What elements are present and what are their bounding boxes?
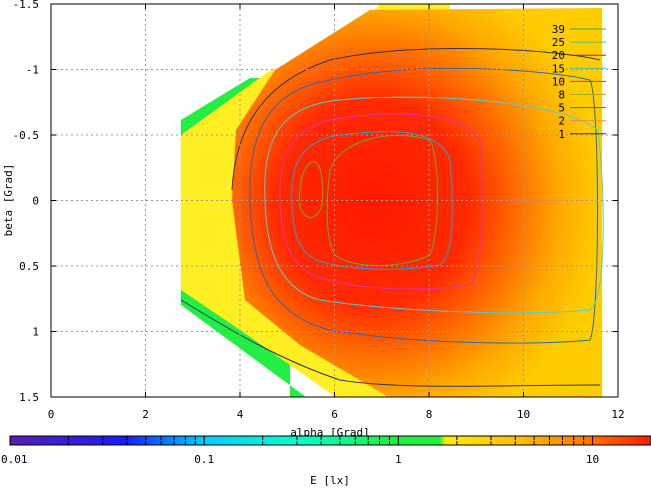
x-tick-label: 0 <box>48 408 55 421</box>
x-tick-label: 12 <box>611 408 624 421</box>
contour-1-lower <box>180 299 601 387</box>
x-tick-label: 8 <box>426 408 433 421</box>
y-tick-label: -1 <box>26 64 39 77</box>
x-tick-label: 2 <box>142 408 149 421</box>
legend-label: 15 <box>552 62 565 75</box>
contour-10 <box>279 113 483 290</box>
contour-lines <box>180 47 604 387</box>
colorbar-tick-label: 1 <box>395 453 402 466</box>
legend-label: 20 <box>552 49 565 62</box>
legend-label: 10 <box>552 75 565 88</box>
x-tick-label: 4 <box>237 408 244 421</box>
y-tick-label: 0 <box>32 195 39 208</box>
contour-39-inner <box>298 161 324 219</box>
x-axis-ticks: 0 2 4 6 8 10 12 <box>48 4 625 421</box>
x-tick-label: 6 <box>331 408 338 421</box>
contour-15 <box>264 96 604 314</box>
contour-5 <box>249 67 598 344</box>
legend-label: 25 <box>552 36 565 49</box>
y-tick-label: 0.5 <box>19 260 39 273</box>
colorbar-tick-label: 0.01 <box>1 453 28 466</box>
grid-lines <box>51 4 618 397</box>
colorbar-tick-label: 0.1 <box>194 453 214 466</box>
legend-label: 39 <box>552 23 565 36</box>
contour-39 <box>326 134 438 266</box>
x-tick-label: 10 <box>517 408 530 421</box>
heatmap-main-region <box>232 8 602 397</box>
legend-label: 8 <box>558 89 565 102</box>
y-tick-label: -1.5 <box>13 0 40 11</box>
y-tick-label: -0.5 <box>13 129 40 142</box>
contour-8 <box>291 131 453 270</box>
colorbar-gradient <box>9 435 651 446</box>
colorbar-label: E [lx] <box>310 474 350 486</box>
heatmap-field <box>181 4 602 397</box>
colorbar-tick-label: 10 <box>586 453 599 466</box>
colorbar: 0.01 0.1 1 10 E [lx] <box>1 435 651 487</box>
y-tick-label: 1 <box>32 326 39 339</box>
y-axis-ticks: -1.5 -1 -0.5 0 0.5 1 1.5 <box>13 0 618 404</box>
y-tick-label: 1.5 <box>19 391 39 404</box>
legend-label: 2 <box>558 115 565 128</box>
contour-1 <box>231 47 601 191</box>
legend-label: 5 <box>558 102 565 115</box>
y-axis-label: beta [Grad] <box>2 164 15 237</box>
legend-label: 1 <box>558 128 565 141</box>
colorbar-ticks: 0.01 0.1 1 10 <box>1 436 651 466</box>
